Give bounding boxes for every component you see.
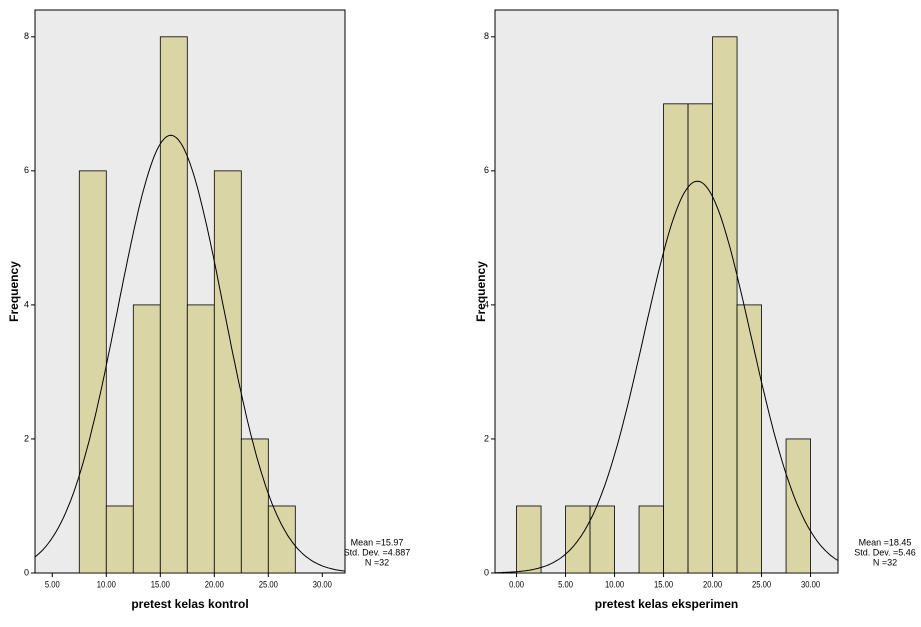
bar [639,506,664,573]
x-tick-label: 25.00 [752,579,771,590]
bar [566,506,591,573]
page: {"chart_data":[ {"type":"histogram","x_l… [0,0,921,627]
bar [517,506,542,573]
bar [214,171,241,573]
y-tick-label: 6 [24,165,29,175]
x-tick-label: 0.00 [509,579,524,590]
y-axis-title: Frequency [474,261,488,322]
x-axis-title: pretest kelas eksperimen [595,597,738,611]
y-tick-label: 0 [484,567,489,577]
x-tick-label: 10.00 [97,579,116,590]
bar [664,104,689,573]
y-tick-label: 4 [24,299,29,309]
x-tick-label: 20.00 [205,579,224,590]
x-tick-label: 5.00 [558,579,573,590]
bar [187,305,214,573]
y-tick-label: 8 [24,31,29,41]
stat-label: Std. Dev. =4.887 [344,547,411,557]
y-tick-label: 0 [24,567,29,577]
x-tick-label: 15.00 [654,579,673,590]
bar [241,439,268,573]
bar [106,506,133,573]
y-tick-label: 8 [484,31,489,41]
stat-label: N =32 [365,557,389,567]
x-tick-label: 10.00 [605,579,624,590]
y-axis-title: Frequency [7,261,21,322]
bar [79,171,106,573]
bar [590,506,615,573]
stat-label: Std. Dev. =5.46 [854,547,916,557]
stat-label: Mean =15.97 [351,537,404,547]
chart: 024685.0010.0015.0020.0025.0030.00pretes… [0,0,921,627]
y-tick-label: 2 [24,433,29,443]
bar [160,37,187,573]
x-tick-label: 30.00 [313,579,332,590]
y-tick-label: 6 [484,165,489,175]
y-tick-label: 2 [484,433,489,443]
bar [737,305,762,573]
stat-label: Mean =18.45 [859,537,912,547]
bar [268,506,295,573]
x-tick-label: 25.00 [259,579,278,590]
bar [688,104,713,573]
x-axis-title: pretest kelas kontrol [131,597,248,611]
bar [133,305,160,573]
x-tick-label: 5.00 [45,579,60,590]
x-tick-label: 30.00 [801,579,820,590]
stat-label: N =32 [873,557,897,567]
bar [713,37,738,573]
x-tick-label: 15.00 [151,579,170,590]
x-tick-label: 20.00 [703,579,722,590]
